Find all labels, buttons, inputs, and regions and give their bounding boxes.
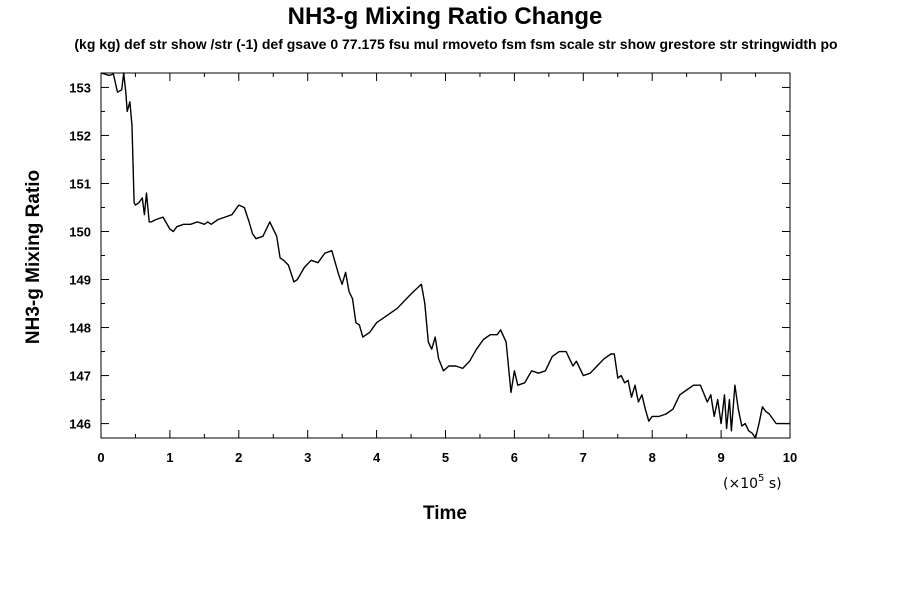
x-tick-label: 9 [717, 450, 724, 465]
chart-title: NH3-g Mixing Ratio Change [288, 3, 603, 30]
plot-frame [100, 72, 791, 439]
x-tick-label: 5 [442, 450, 449, 465]
chart-subtitle: (kg kg) def str show /str (-1) def gsave… [74, 36, 837, 52]
series-line [100, 72, 790, 439]
y-tick-label: 147 [69, 369, 91, 384]
y-tick-label: 150 [69, 224, 91, 239]
x-axis-unit-prefix: (×10 [723, 476, 758, 492]
y-axis-tick-labels: 146 147 148 149 150 151 152 153 [69, 80, 91, 431]
y-tick-label: 153 [69, 80, 91, 95]
y-tick-label: 148 [69, 321, 91, 336]
x-axis-tick-labels: 0 1 2 3 4 5 6 7 8 9 10 [97, 450, 797, 465]
x-axis-unit-exponent: 5 [758, 473, 764, 484]
x-tick-label: 1 [166, 450, 173, 465]
x-tick-label: 8 [649, 450, 656, 465]
x-tick-label: 6 [511, 450, 518, 465]
x-tick-label: 3 [304, 450, 311, 465]
x-axis-ticks [100, 73, 791, 438]
y-tick-label: 151 [69, 176, 91, 191]
y-tick-label: 149 [69, 273, 91, 288]
x-axis-label: Time [423, 503, 467, 524]
x-axis-unit: (×105 s) [723, 473, 782, 492]
y-tick-label: 146 [69, 417, 91, 432]
x-tick-label: 4 [373, 450, 381, 465]
x-tick-label: 2 [235, 450, 242, 465]
y-axis-ticks [101, 86, 790, 425]
x-tick-label: 7 [580, 450, 587, 465]
series-group [100, 72, 790, 439]
x-axis-unit-suffix: s) [764, 476, 781, 492]
y-axis-label: NH3-g Mixing Ratio [23, 170, 44, 344]
x-tick-label: 0 [97, 450, 104, 465]
y-tick-label: 152 [69, 128, 91, 143]
x-tick-label: 10 [783, 450, 797, 465]
